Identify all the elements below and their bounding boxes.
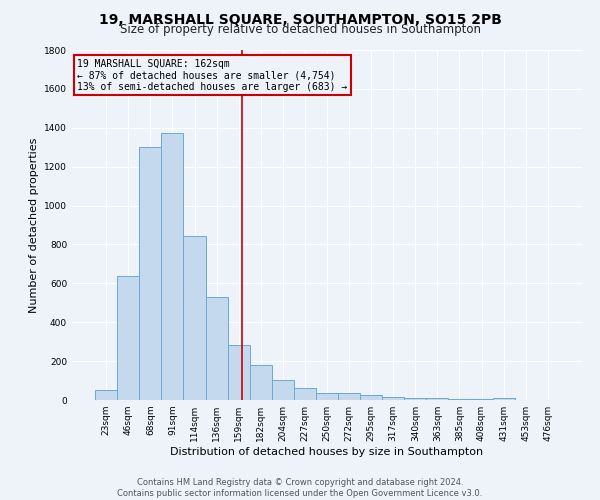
Bar bbox=[206, 297, 227, 400]
Bar bbox=[184, 236, 206, 400]
Bar bbox=[427, 398, 448, 400]
Bar bbox=[404, 398, 427, 400]
Text: 19 MARSHALL SQUARE: 162sqm
← 87% of detached houses are smaller (4,754)
13% of s: 19 MARSHALL SQUARE: 162sqm ← 87% of deta… bbox=[77, 58, 347, 92]
Bar bbox=[161, 132, 184, 400]
Bar bbox=[117, 276, 139, 400]
Bar bbox=[493, 398, 515, 400]
Bar bbox=[250, 365, 272, 400]
Bar bbox=[316, 392, 338, 400]
Bar bbox=[360, 395, 382, 400]
Text: Size of property relative to detached houses in Southampton: Size of property relative to detached ho… bbox=[119, 22, 481, 36]
Bar bbox=[294, 388, 316, 400]
Text: Contains HM Land Registry data © Crown copyright and database right 2024.
Contai: Contains HM Land Registry data © Crown c… bbox=[118, 478, 482, 498]
Y-axis label: Number of detached properties: Number of detached properties bbox=[29, 138, 38, 312]
Bar bbox=[227, 344, 250, 400]
Bar bbox=[448, 399, 470, 400]
X-axis label: Distribution of detached houses by size in Southampton: Distribution of detached houses by size … bbox=[170, 447, 484, 457]
Bar bbox=[139, 147, 161, 400]
Text: 19, MARSHALL SQUARE, SOUTHAMPTON, SO15 2PB: 19, MARSHALL SQUARE, SOUTHAMPTON, SO15 2… bbox=[98, 12, 502, 26]
Bar bbox=[95, 390, 117, 400]
Bar bbox=[272, 380, 294, 400]
Bar bbox=[382, 397, 404, 400]
Bar bbox=[338, 392, 360, 400]
